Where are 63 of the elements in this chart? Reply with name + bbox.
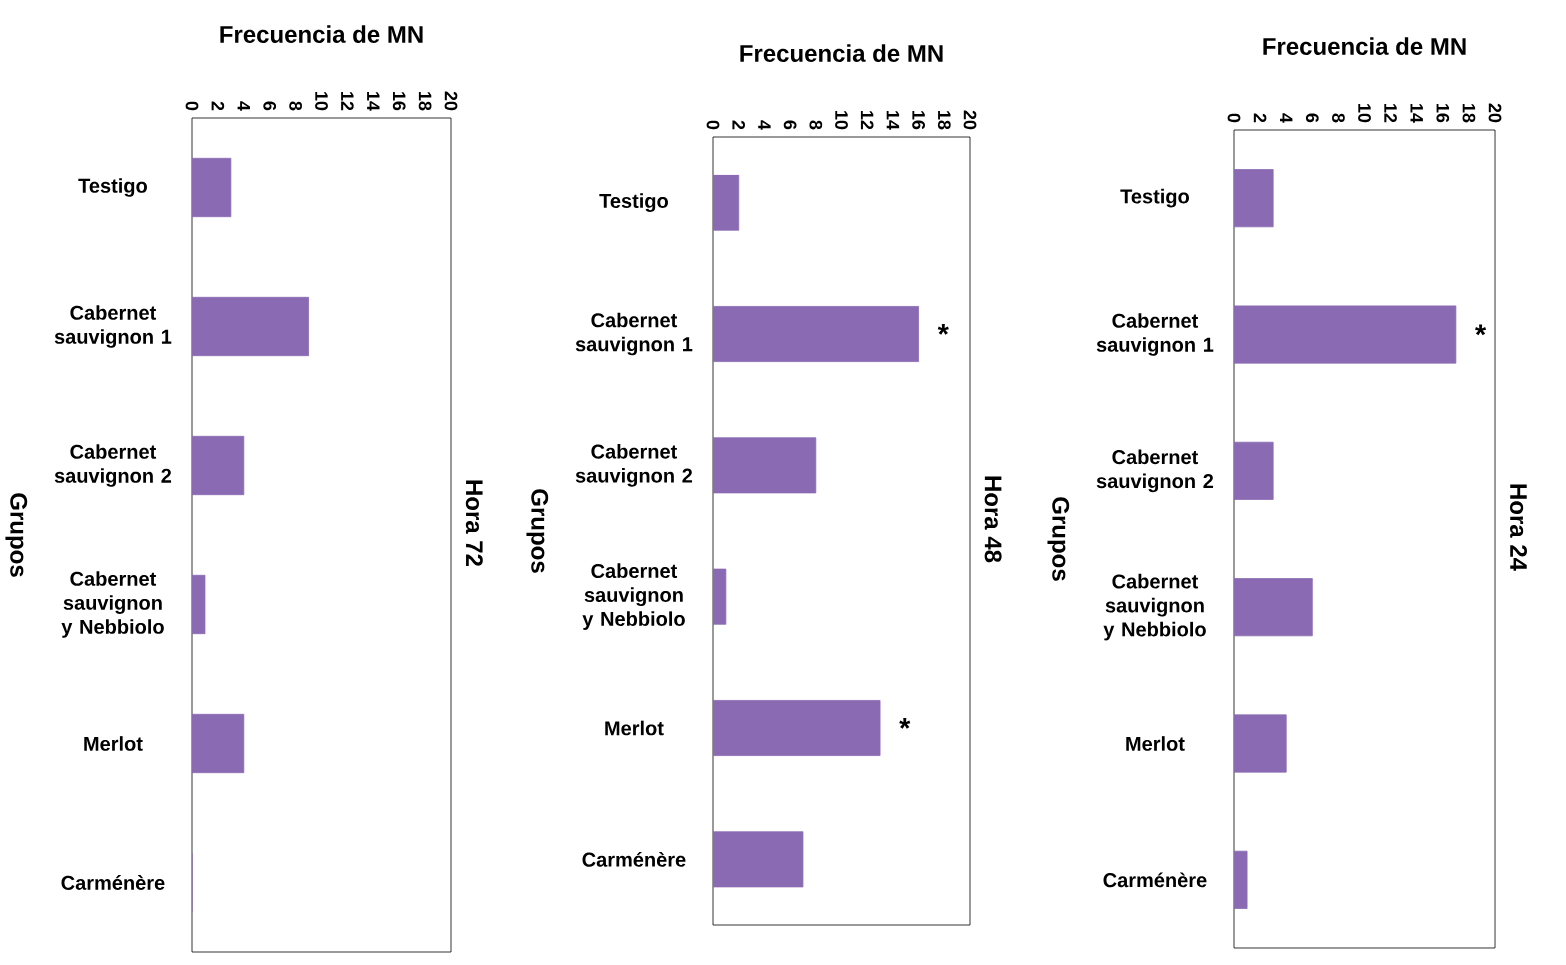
annotation: * xyxy=(899,718,911,729)
x-tick-label: 14 xyxy=(886,111,900,130)
x-axis-title: Frecuencia de MN xyxy=(1263,37,1466,55)
x-tick-label: 0 xyxy=(1227,113,1241,123)
y-tick-label: Carménère xyxy=(582,851,686,867)
text: Hora 72 xyxy=(465,480,483,567)
y-tick-label: Merlot xyxy=(84,736,143,751)
y-tick-label: Testigo xyxy=(78,178,147,197)
x-tick-label: 4 xyxy=(237,101,251,111)
x-tick-label: 18 xyxy=(418,92,432,111)
x-tick-label: 6 xyxy=(783,120,797,130)
x-tick-label: 4 xyxy=(1280,113,1293,123)
y-tick-label: Testigo xyxy=(1120,188,1189,208)
y-tick-label: Cabernet sauvignon 2 xyxy=(1096,449,1214,493)
x-tick-label: 2 xyxy=(732,120,746,130)
x-tick-label: 8 xyxy=(1332,113,1345,123)
x-tick-label: 4 xyxy=(758,120,771,130)
y-tick-label: Cabernet sauvignon 1 xyxy=(54,305,172,348)
y-tick-label: Carménère xyxy=(61,875,165,890)
x-tick-label: 18 xyxy=(937,111,951,130)
x-tick-label: 12 xyxy=(341,92,354,111)
x-tick-label: 0 xyxy=(706,120,720,130)
y-tick-label: Cabernet sauvignon 1 xyxy=(1096,313,1214,356)
x-tick-label: 16 xyxy=(912,111,925,130)
y-tick-label: Cabernet sauvignon y Nebbiolo xyxy=(582,563,685,630)
x-tick-label: 2 xyxy=(211,101,225,111)
y-tick-label: Testigo xyxy=(599,193,668,213)
x-axis-title: Frecuencia de MN xyxy=(220,25,423,43)
x-tick-label: 14 xyxy=(367,92,380,111)
x-tick-label: 10 xyxy=(1358,104,1371,123)
y-tick-label: Merlot xyxy=(1126,736,1185,751)
x-tick-label: 12 xyxy=(1384,104,1397,123)
x-tick-label: 12 xyxy=(860,111,874,130)
x-tick-label: 6 xyxy=(263,101,277,111)
x-tick-label: 0 xyxy=(185,101,199,111)
x-tick-label: 18 xyxy=(1462,104,1476,123)
y-axis-title: Grupos xyxy=(5,493,28,577)
y-axis-title: Grupos xyxy=(526,489,549,573)
x-tick-label: 20 xyxy=(1488,103,1502,123)
y-tick-label: Cabernet sauvignon 2 xyxy=(54,444,172,487)
text: Hora 48 xyxy=(984,476,1002,563)
x-tick-label: 20 xyxy=(963,110,977,130)
x-tick-label: 20 xyxy=(444,91,458,111)
x-tick-label: 16 xyxy=(392,92,406,111)
y-axis-title: Grupos xyxy=(1047,497,1070,581)
y-tick-label: Cabernet sauvignon 2 xyxy=(575,443,693,487)
text: Hora 24 xyxy=(1510,484,1527,571)
x-tick-label: 8 xyxy=(289,101,302,111)
y-tick-label: Carménère xyxy=(1103,872,1207,888)
x-tick-label: 6 xyxy=(1305,113,1319,123)
x-tick-label: 2 xyxy=(1253,113,1267,123)
x-tick-label: 14 xyxy=(1410,104,1423,123)
x-tick-label: 16 xyxy=(1436,104,1450,123)
y-tick-label: Merlot xyxy=(605,720,664,736)
y-tick-label: Cabernet sauvignon y Nebbiolo xyxy=(1103,573,1206,641)
x-axis-title: Frecuencia de MN xyxy=(740,44,943,62)
x-tick-label: 10 xyxy=(835,111,848,130)
annotation: * xyxy=(1475,324,1487,336)
y-tick-label: Cabernet sauvignon y Nebbiolo xyxy=(61,571,164,638)
annotation: * xyxy=(937,324,949,335)
x-tick-label: 10 xyxy=(315,92,328,111)
x-tick-label: 8 xyxy=(809,120,823,130)
y-tick-label: Cabernet sauvignon 1 xyxy=(575,312,693,356)
